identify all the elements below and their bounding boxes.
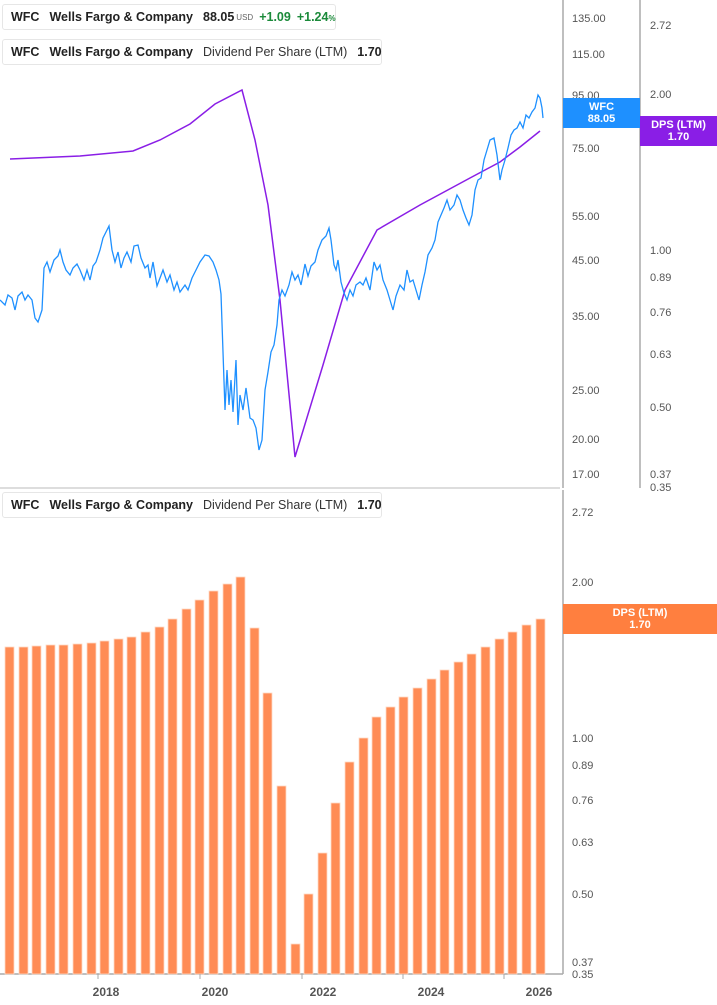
- svg-text:0.37: 0.37: [650, 469, 671, 481]
- svg-text:0.35: 0.35: [572, 969, 593, 981]
- price-tag: WFC 88.05: [563, 98, 640, 128]
- svg-text:1.00: 1.00: [572, 733, 593, 745]
- svg-text:2.00: 2.00: [650, 89, 671, 101]
- svg-text:2.00: 2.00: [572, 577, 593, 589]
- legend-metric-value: 1.70: [357, 45, 382, 59]
- legend-change-pct: +1.24%: [296, 10, 336, 24]
- svg-text:20.00: 20.00: [572, 434, 600, 446]
- svg-text:2.72: 2.72: [650, 20, 671, 32]
- legend-currency: USD: [236, 12, 254, 22]
- legend-company-name: Wells Fargo & Company: [49, 10, 194, 24]
- legend-dps-bottom[interactable]: WFC Wells Fargo & Company Dividend Per S…: [2, 492, 382, 518]
- svg-text:55.00: 55.00: [572, 211, 600, 223]
- legend-metric: Dividend Per Share (LTM): [203, 45, 348, 59]
- svg-text:75.00: 75.00: [572, 143, 600, 155]
- svg-text:2.72: 2.72: [572, 507, 593, 519]
- legend-price-value: 88.05: [203, 10, 235, 24]
- legend-price[interactable]: WFC Wells Fargo & Company 88.05 USD +1.0…: [2, 4, 336, 30]
- legend-ticker: WFC: [11, 498, 40, 512]
- svg-text:17.00: 17.00: [572, 469, 600, 481]
- legend-metric: Dividend Per Share (LTM): [203, 498, 348, 512]
- svg-text:45.00: 45.00: [572, 255, 600, 267]
- svg-text:2022: 2022: [310, 985, 337, 999]
- svg-text:135.00: 135.00: [572, 13, 606, 25]
- svg-text:1.00: 1.00: [650, 245, 671, 257]
- svg-text:25.00: 25.00: [572, 385, 600, 397]
- legend-metric-value: 1.70: [357, 498, 382, 512]
- svg-text:2024: 2024: [418, 985, 445, 999]
- svg-text:115.00: 115.00: [572, 49, 605, 61]
- bottom-dps-axis: 2.72 2.00 1.00 0.89 0.76 0.63 0.50 0.37 …: [572, 507, 593, 981]
- svg-text:0.89: 0.89: [572, 760, 593, 772]
- legend-ticker: WFC: [11, 10, 40, 24]
- dps-line: [9, 88, 541, 458]
- svg-text:0.50: 0.50: [650, 402, 671, 414]
- svg-text:0.76: 0.76: [650, 307, 671, 319]
- legend-dps[interactable]: WFC Wells Fargo & Company Dividend Per S…: [2, 39, 382, 65]
- svg-text:2020: 2020: [202, 985, 229, 999]
- legend-company-name: Wells Fargo & Company: [49, 498, 194, 512]
- dps-bars: [4, 576, 546, 975]
- x-axis: 2018 2020 2022 2024 2026: [93, 974, 553, 999]
- dps-tag-bottom: DPS (LTM) 1.70: [563, 604, 717, 634]
- svg-text:2026: 2026: [526, 985, 553, 999]
- svg-text:0.76: 0.76: [572, 795, 593, 807]
- svg-text:0.50: 0.50: [572, 889, 593, 901]
- price-axis: 135.00 115.00 95.00 75.00 55.00 45.00 35…: [572, 13, 606, 481]
- svg-text:0.89: 0.89: [650, 272, 671, 284]
- dps-tag-top: DPS (LTM) 1.70: [640, 116, 717, 146]
- legend-ticker: WFC: [11, 45, 40, 59]
- legend-change: +1.09: [259, 10, 291, 24]
- dps-axis: 2.72 2.00 1.00 0.89 0.76 0.63 0.50 0.37 …: [650, 20, 671, 494]
- svg-text:0.35: 0.35: [650, 482, 671, 494]
- price-line: [0, 93, 544, 451]
- svg-text:35.00: 35.00: [572, 311, 600, 323]
- legend-company-name: Wells Fargo & Company: [49, 45, 194, 59]
- svg-text:0.37: 0.37: [572, 957, 593, 969]
- svg-text:0.63: 0.63: [650, 349, 671, 361]
- svg-text:0.63: 0.63: [572, 837, 593, 849]
- svg-text:2018: 2018: [93, 985, 120, 999]
